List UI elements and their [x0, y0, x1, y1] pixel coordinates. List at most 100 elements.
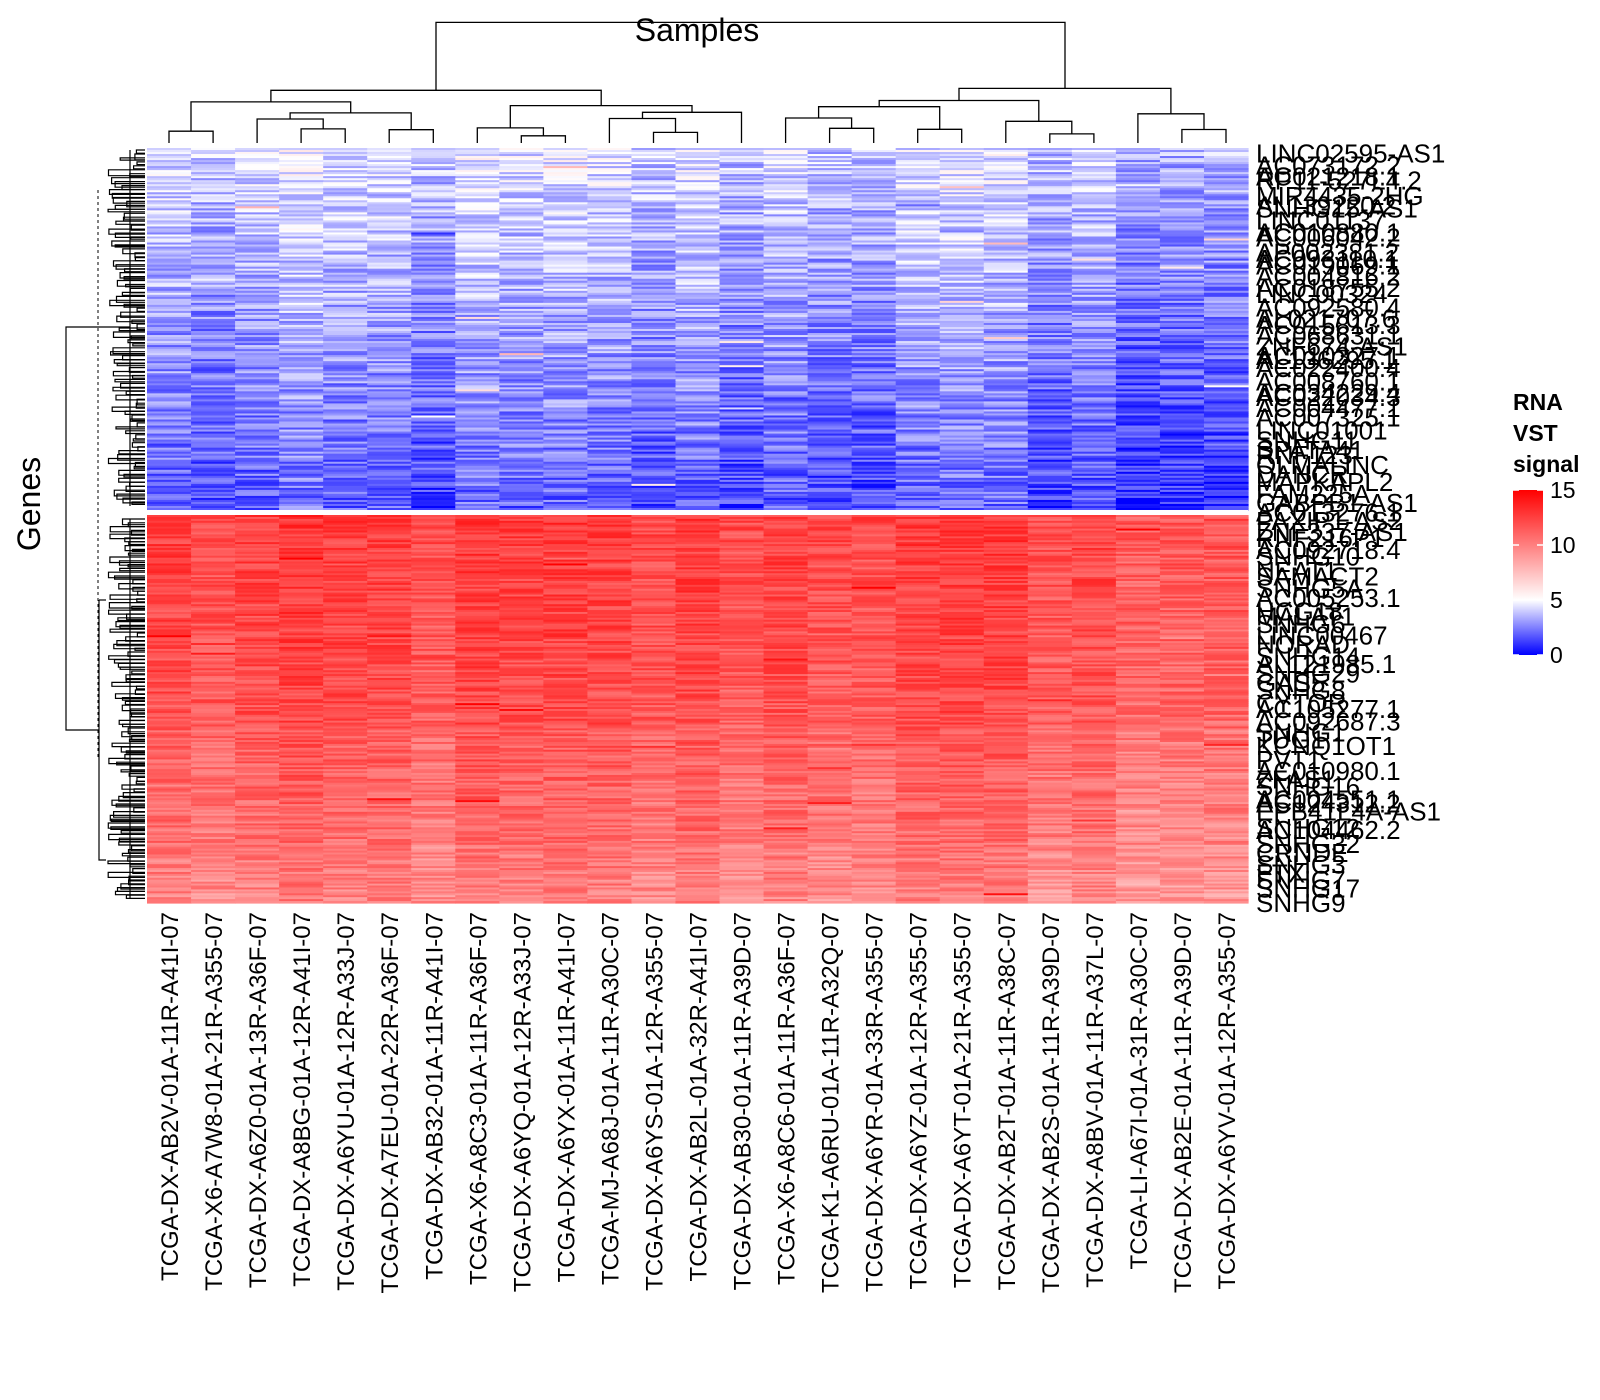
heatmap-cell: [147, 150, 192, 153]
heatmap-cell: [1115, 184, 1161, 187]
heatmap-cell: [323, 222, 368, 226]
heatmap-cell: [763, 184, 809, 187]
heatmap-cell: [279, 222, 324, 226]
heatmap-cell: [763, 276, 809, 280]
heatmap-cell: [1071, 353, 1117, 356]
heatmap-cell: [983, 381, 1029, 384]
dendrogram-branch: [119, 157, 145, 161]
heatmap-cell: [499, 228, 544, 232]
heatmap-cell: [147, 367, 192, 370]
heatmap-cell: [543, 367, 588, 370]
heatmap-cell: [147, 218, 192, 221]
heatmap-cell: [807, 232, 853, 236]
heatmap-cell: [367, 270, 412, 274]
heatmap-cell: [851, 347, 897, 350]
dendrogram-branch: [118, 560, 145, 566]
dendrogram-branch: [126, 613, 145, 620]
heatmap-cell: [191, 266, 236, 270]
heatmap-cell: [587, 158, 633, 161]
heatmap-cell: [587, 302, 633, 306]
heatmap-cell: [895, 230, 941, 234]
heatmap-cell: [147, 373, 192, 376]
heatmap-cell: [675, 214, 721, 217]
heatmap-cell: [719, 258, 765, 262]
heatmap-cell: [939, 381, 985, 384]
heatmap-cell: [719, 391, 765, 394]
heatmap-cell: [235, 194, 280, 197]
heatmap-cell: [719, 318, 765, 322]
heatmap-cell: [1071, 260, 1117, 264]
heatmap-cell: [1159, 343, 1205, 346]
heatmap-cell: [191, 320, 236, 324]
heatmap-cell: [631, 260, 677, 264]
heatmap-cell: [455, 198, 500, 201]
heatmap-cell: [983, 339, 1029, 342]
heatmap-cell: [191, 379, 236, 382]
heatmap-cell: [543, 379, 588, 382]
heatmap-cell: [1159, 238, 1205, 242]
heatmap-cell: [235, 359, 280, 362]
dendrogram-branch: [133, 788, 145, 793]
heatmap-cell: [851, 399, 897, 402]
heatmap-cell: [675, 389, 721, 392]
heatmap-cell: [851, 341, 897, 344]
heatmap-cell: [939, 198, 985, 201]
heatmap-cell: [1159, 202, 1205, 205]
heatmap-cell: [499, 164, 544, 167]
heatmap-cell: [235, 180, 280, 183]
heatmap-cell: [719, 397, 765, 400]
heatmap-cell: [367, 164, 412, 167]
heatmap-cell: [983, 240, 1029, 244]
heatmap-cell: [455, 282, 500, 286]
heatmap-cell: [763, 246, 809, 250]
heatmap-cell: [411, 282, 456, 286]
heatmap-cell: [455, 351, 500, 354]
heatmap-cell: [983, 236, 1029, 240]
heatmap-cell: [147, 178, 192, 181]
heatmap-cell: [191, 351, 236, 354]
heatmap-cell: [191, 347, 236, 350]
heatmap-cell: [1115, 322, 1161, 326]
heatmap-cell: [851, 373, 897, 376]
heatmap-cell: [851, 196, 897, 199]
heatmap-cell: [675, 272, 721, 276]
heatmap-cell: [895, 262, 941, 266]
heatmap-cell: [543, 298, 588, 302]
heatmap-cell: [147, 393, 192, 396]
heatmap-cell: [939, 234, 985, 238]
heatmap-cell: [1115, 168, 1161, 171]
heatmap-cell: [147, 222, 192, 226]
heatmap-cell: [455, 160, 500, 163]
heatmap-cell: [279, 154, 324, 157]
heatmap-cell: [1115, 186, 1161, 189]
heatmap-cell: [983, 276, 1029, 280]
heatmap-cell: [279, 288, 324, 292]
heatmap-cell: [1071, 363, 1117, 366]
heatmap-cell: [631, 361, 677, 364]
heatmap-cell: [1071, 268, 1117, 272]
heatmap-cell: [807, 240, 853, 244]
heatmap-cell: [939, 343, 985, 346]
heatmap-cell: [191, 300, 236, 304]
heatmap-cell: [719, 192, 765, 195]
heatmap-cell: [719, 399, 765, 402]
heatmap-cell: [191, 224, 236, 228]
heatmap-cell: [367, 206, 412, 209]
heatmap-cell: [235, 395, 280, 398]
heatmap-cell: [147, 242, 192, 246]
dendrogram-branch: [119, 666, 145, 670]
heatmap-cell: [235, 240, 280, 244]
heatmap-cell: [763, 284, 809, 288]
heatmap-cell: [147, 204, 192, 207]
heatmap-cell: [191, 170, 236, 173]
heatmap-cell: [763, 228, 809, 232]
heatmap-cell: [939, 357, 985, 360]
heatmap-cell: [763, 162, 809, 165]
heatmap-cell: [983, 258, 1029, 262]
heatmap-cell: [939, 246, 985, 250]
heatmap-cell: [499, 331, 544, 334]
heatmap-cell: [675, 290, 721, 294]
heatmap-cell: [851, 371, 897, 374]
heatmap-cell: [191, 202, 236, 205]
heatmap-cell: [1159, 166, 1205, 169]
